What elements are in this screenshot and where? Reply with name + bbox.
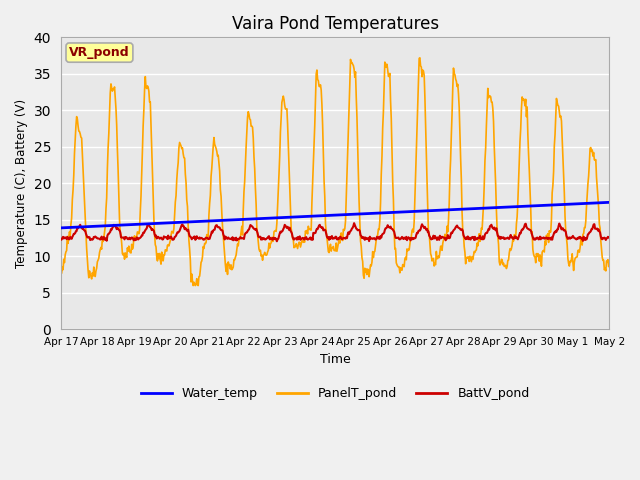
Y-axis label: Temperature (C), Battery (V): Temperature (C), Battery (V) [15, 99, 28, 268]
Title: Vaira Pond Temperatures: Vaira Pond Temperatures [232, 15, 438, 33]
Legend: Water_temp, PanelT_pond, BattV_pond: Water_temp, PanelT_pond, BattV_pond [136, 382, 534, 405]
X-axis label: Time: Time [320, 352, 351, 366]
Text: VR_pond: VR_pond [69, 46, 130, 59]
